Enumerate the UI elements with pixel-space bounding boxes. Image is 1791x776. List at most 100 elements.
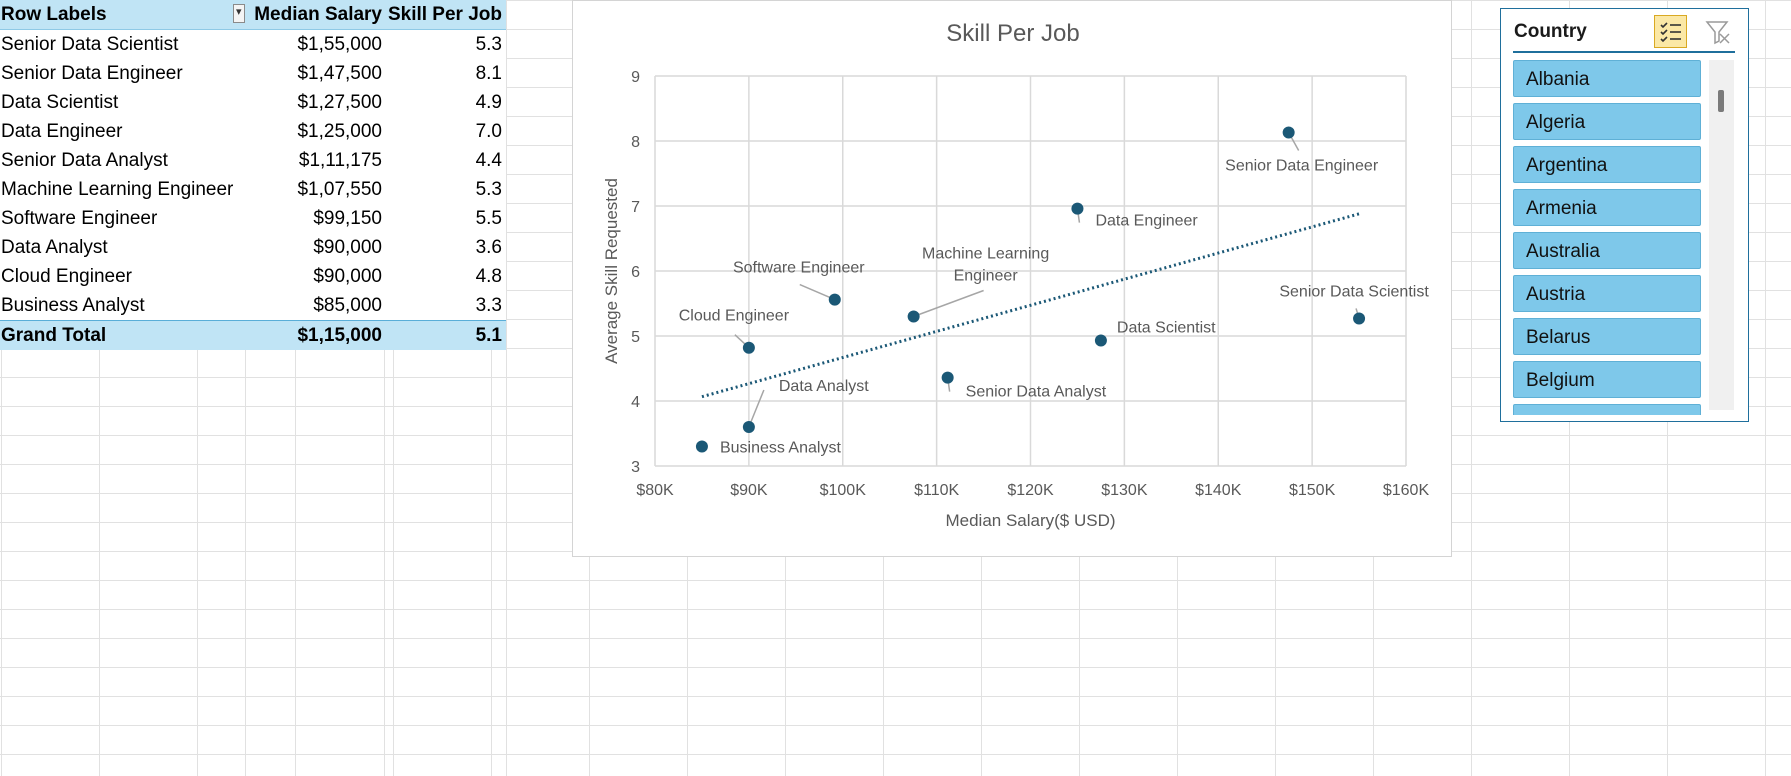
slicer-item[interactable]: Belgium <box>1513 361 1701 398</box>
slicer-item[interactable]: Armenia <box>1513 189 1701 226</box>
slicer-item[interactable]: Australia <box>1513 232 1701 269</box>
y-tick-label: 8 <box>631 134 640 151</box>
slicer-item[interactable]: Belarus <box>1513 318 1701 355</box>
pivot-row-skill: 8.1 <box>475 63 502 84</box>
pivot-row-salary: $90,000 <box>313 266 382 287</box>
pivot-row-label: Senior Data Analyst <box>1 150 168 171</box>
country-slicer[interactable]: Country Albania Algeria Argentina Armenia Au… <box>1500 8 1749 422</box>
pivot-row[interactable]: Senior Data Scientist $1,55,000 5.3 <box>0 30 506 59</box>
y-tick-label: 9 <box>631 69 640 86</box>
y-tick-label: 6 <box>631 264 640 281</box>
x-tick-label: $160K <box>1383 482 1430 499</box>
slicer-item[interactable] <box>1513 404 1701 415</box>
pivot-row-skill: 3.3 <box>475 295 502 316</box>
pivot-row-label: Data Analyst <box>1 237 108 258</box>
scatter-point <box>1282 126 1295 139</box>
pivot-row-label: Senior Data Engineer <box>1 63 183 84</box>
data-label: Machine Learning Engineer <box>922 246 1049 285</box>
skill-per-job-chart[interactable]: Skill Per Job $80K $90K $100K $110K $120K $130… <box>572 0 1452 557</box>
x-tick-label: $100K <box>820 482 867 499</box>
pivot-row-skill: 5.3 <box>475 179 502 200</box>
pivot-row-skill: 4.9 <box>475 92 502 113</box>
y-tick-label: 5 <box>631 329 640 346</box>
y-tick-label: 7 <box>631 199 640 216</box>
pivot-row-label: Data Engineer <box>1 121 123 142</box>
scatter-point <box>828 293 841 306</box>
slicer-header-divider <box>1513 51 1735 53</box>
pivot-row[interactable]: Senior Data Engineer $1,47,500 8.1 <box>0 59 506 88</box>
pivot-row-salary: $1,07,550 <box>297 179 382 200</box>
slicer-scrollbar-thumb[interactable] <box>1718 90 1724 112</box>
x-tick-label: $140K <box>1195 482 1242 499</box>
data-label-leader <box>748 389 765 428</box>
y-tick-label: 4 <box>631 394 640 411</box>
scatter-plot-svg: Skill Per Job $80K $90K $100K $110K $120K $130… <box>602 20 1430 530</box>
pivot-row-skill: 5.5 <box>475 208 502 229</box>
scatter-point <box>742 341 755 354</box>
x-tick-label: $90K <box>730 482 768 499</box>
slicer-item[interactable]: Algeria <box>1513 103 1701 140</box>
pivot-row[interactable]: Data Analyst $90,000 3.6 <box>0 233 506 262</box>
grand-total-row[interactable]: Grand Total $1,15,000 5.1 <box>0 320 506 350</box>
pivot-row[interactable]: Senior Data Analyst $1,11,175 4.4 <box>0 146 506 175</box>
row-labels-header[interactable]: Row Labels ▾ <box>0 0 245 29</box>
skill-per-job-header[interactable]: Skill Per Job <box>387 4 502 25</box>
pivot-row-salary: $90,000 <box>313 237 382 258</box>
median-salary-header[interactable]: Median Salary <box>254 4 382 25</box>
scatter-point <box>742 421 755 433</box>
scatter-point <box>695 440 708 453</box>
pivot-row-label: Data Scientist <box>1 92 119 113</box>
data-label-leader <box>913 289 984 318</box>
slicer-item[interactable]: Argentina <box>1513 146 1701 183</box>
pivot-row-skill: 4.8 <box>475 266 502 287</box>
pivot-row-salary: $1,55,000 <box>297 34 382 55</box>
x-tick-label: $150K <box>1289 482 1336 499</box>
pivot-header-row: Row Labels ▾ Median Salary Skill Per Job <box>0 0 506 30</box>
pivot-row-salary: $1,25,000 <box>297 121 382 142</box>
pivot-row-skill: 7.0 <box>475 121 502 142</box>
x-tick-label: $80K <box>636 482 674 499</box>
pivot-table: Row Labels ▾ Median Salary Skill Per Job… <box>0 0 506 350</box>
row-labels-filter-button[interactable]: ▾ <box>232 4 245 23</box>
pivot-row-label: Cloud Engineer <box>1 266 132 287</box>
slicer-item[interactable]: Austria <box>1513 275 1701 312</box>
scatter-point <box>1353 312 1366 325</box>
pivot-row[interactable]: Software Engineer $99,150 5.5 <box>0 204 506 233</box>
trendline <box>701 212 1360 399</box>
data-label: Data Analyst <box>779 378 869 395</box>
pivot-row[interactable]: Business Analyst $85,000 3.3 <box>0 291 506 320</box>
slicer-item-list: Albania Algeria Argentina Armenia Australia A… <box>1513 60 1701 415</box>
pivot-row-salary: $1,47,500 <box>297 63 382 84</box>
data-label: Software Engineer <box>733 260 865 277</box>
y-tick-label: 3 <box>631 459 640 476</box>
slicer-scrollbar[interactable] <box>1709 60 1734 410</box>
pivot-row-label: Senior Data Scientist <box>1 34 179 55</box>
scatter-point <box>1094 334 1107 347</box>
pivot-row-label: Software Engineer <box>1 208 158 229</box>
pivot-row[interactable]: Data Scientist $1,27,500 4.9 <box>0 88 506 117</box>
multi-select-icon[interactable] <box>1654 15 1687 48</box>
data-label: Senior Data Analyst <box>966 384 1107 401</box>
pivot-row-salary: $1,27,500 <box>297 92 382 113</box>
x-tick-label: $110K <box>914 482 959 499</box>
scatter-point <box>1071 202 1084 215</box>
y-axis-label: Average Skill Requested <box>602 178 621 364</box>
pivot-row[interactable]: Machine Learning Engineer $1,07,550 5.3 <box>0 175 506 204</box>
pivot-row-skill: 4.4 <box>475 150 502 171</box>
data-label: Senior Data Scientist <box>1279 283 1429 300</box>
data-label: Data Scientist <box>1117 320 1216 337</box>
pivot-row-salary: $85,000 <box>313 295 382 316</box>
pivot-row[interactable]: Cloud Engineer $90,000 4.8 <box>0 262 506 291</box>
slicer-title: Country <box>1514 21 1587 42</box>
pivot-row-label: Business Analyst <box>1 295 145 316</box>
pivot-row-salary: $1,11,175 <box>298 150 382 171</box>
slicer-item[interactable]: Albania <box>1513 60 1701 97</box>
grand-total-label: Grand Total <box>1 325 107 346</box>
scatter-point <box>907 310 920 323</box>
data-label-leader <box>799 283 836 301</box>
pivot-row[interactable]: Data Engineer $1,25,000 7.0 <box>0 117 506 146</box>
clear-filter-icon[interactable] <box>1705 19 1731 45</box>
chart-title: Skill Per Job <box>946 20 1079 47</box>
pivot-row-label: Machine Learning Engineer <box>1 179 234 200</box>
x-tick-label: $130K <box>1101 482 1148 499</box>
